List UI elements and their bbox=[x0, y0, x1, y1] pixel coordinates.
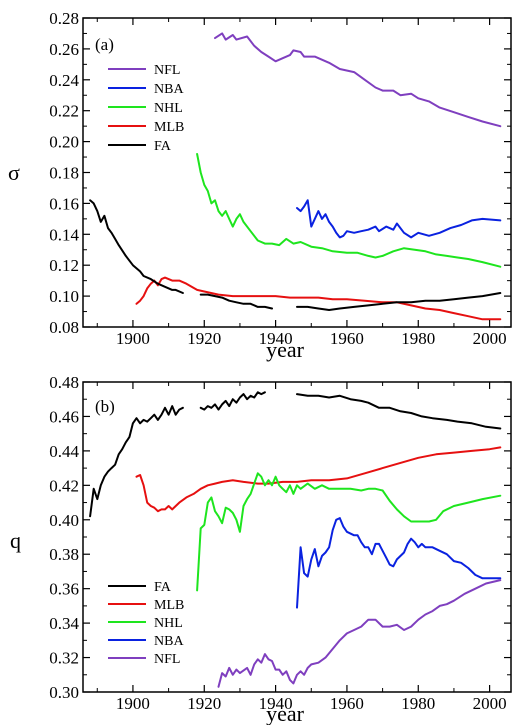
legend-label-nba: NBA bbox=[154, 634, 184, 649]
panel-b-frame bbox=[82, 381, 512, 693]
y-tick-label: 0.44 bbox=[49, 442, 79, 461]
y-tick-label: 0.26 bbox=[49, 40, 79, 59]
x-tick-label: 1900 bbox=[116, 694, 150, 713]
x-tick-label: 1980 bbox=[401, 329, 435, 348]
legend-label-mlb: MLB bbox=[154, 598, 184, 613]
y-tick-label: 0.30 bbox=[49, 683, 79, 702]
panel-b-q-vs-year: 1900 1920 1940 1960 1980 2000 0.30 0.32 0.34 0.36… bbox=[10, 373, 512, 725]
series-line-fa-2 bbox=[296, 292, 502, 311]
series-line-nfl-0 bbox=[214, 32, 502, 128]
panel-a-legend: NFL NBA NHL MLB FA bbox=[108, 63, 184, 154]
series-line-fa-2 bbox=[296, 393, 502, 430]
legend-label-nfl: NFL bbox=[154, 652, 180, 667]
legend-label-nhl: NHL bbox=[154, 616, 183, 631]
y-tick-label: 0.40 bbox=[49, 511, 79, 530]
series-line-fa-0 bbox=[89, 405, 184, 518]
series-line-nhl-0 bbox=[196, 472, 502, 592]
series-line-nfl-0 bbox=[217, 579, 502, 688]
y-tick-label: 0.28 bbox=[49, 9, 79, 28]
y-tick-label: 0.20 bbox=[49, 133, 79, 152]
series-line-nba-0 bbox=[296, 517, 502, 609]
panel-b-xlabel: year bbox=[266, 701, 305, 725]
panel-a-label: (a) bbox=[95, 35, 114, 54]
y-tick-label: 0.46 bbox=[49, 407, 79, 426]
y-tick-label: 0.48 bbox=[49, 373, 79, 392]
y-tick-label: 0.32 bbox=[49, 649, 79, 668]
panel-b-legend: FA MLB NHL NBA NFL bbox=[108, 580, 184, 667]
x-tick-label: 1900 bbox=[116, 329, 150, 348]
legend-label-nhl: NHL bbox=[154, 101, 183, 116]
x-tick-label: 1960 bbox=[330, 694, 364, 713]
y-tick-label: 0.12 bbox=[49, 256, 79, 275]
y-tick-label: 0.14 bbox=[49, 225, 79, 244]
panel-a-xlabel: year bbox=[266, 337, 305, 362]
y-tick-label: 0.22 bbox=[49, 102, 79, 121]
panel-a-series bbox=[89, 32, 502, 321]
x-tick-label: 1920 bbox=[187, 694, 221, 713]
panel-a-sigma-vs-year: 1900 1920 1940 1960 1980 2000 0.08 0.10 0.12 0.14… bbox=[8, 9, 512, 362]
y-tick-label: 0.42 bbox=[49, 476, 79, 495]
x-tick-label: 1940 bbox=[259, 329, 293, 348]
y-tick-label: 0.16 bbox=[49, 194, 79, 213]
x-tick-label: 1920 bbox=[187, 329, 221, 348]
panel-a-frame bbox=[82, 17, 512, 328]
x-tick-label: 1980 bbox=[401, 694, 435, 713]
y-tick-label: 0.08 bbox=[49, 318, 79, 337]
x-tick-label: 1960 bbox=[330, 329, 364, 348]
legend-label-fa: FA bbox=[154, 580, 172, 595]
series-line-nhl-0 bbox=[196, 153, 502, 268]
legend-label-nba: NBA bbox=[154, 82, 184, 97]
panel-a-ylabel: σ bbox=[8, 160, 20, 185]
legend-label-fa: FA bbox=[154, 139, 172, 154]
panel-b-series bbox=[89, 391, 502, 688]
x-tick-label: 2000 bbox=[473, 694, 507, 713]
panel-b-ylabel: q bbox=[10, 528, 21, 553]
y-tick-label: 0.24 bbox=[49, 71, 79, 90]
series-line-mlb-0 bbox=[135, 276, 502, 321]
y-tick-label: 0.34 bbox=[49, 614, 79, 633]
series-line-fa-1 bbox=[199, 293, 273, 310]
series-line-nba-0 bbox=[296, 199, 502, 239]
x-tick-label: 2000 bbox=[473, 329, 507, 348]
y-tick-label: 0.38 bbox=[49, 545, 79, 564]
legend-label-nfl: NFL bbox=[154, 63, 180, 78]
legend-label-mlb: MLB bbox=[154, 120, 184, 135]
series-line-mlb-0 bbox=[135, 446, 502, 513]
y-tick-label: 0.36 bbox=[49, 580, 79, 599]
series-line-fa-1 bbox=[199, 391, 266, 411]
x-tick-label: 1940 bbox=[259, 694, 293, 713]
panel-a-ticks: 1900 1920 1940 1960 1980 2000 0.08 0.10 0.12 0.14… bbox=[49, 9, 511, 348]
y-tick-label: 0.10 bbox=[49, 287, 79, 306]
panel-b-label: (b) bbox=[95, 397, 115, 416]
panel-b-ticks: 1900 1920 1940 1960 1980 2000 0.30 0.32 0.34 0.36… bbox=[49, 373, 511, 713]
y-tick-label: 0.18 bbox=[49, 164, 79, 183]
series-line-fa-0 bbox=[89, 199, 184, 294]
